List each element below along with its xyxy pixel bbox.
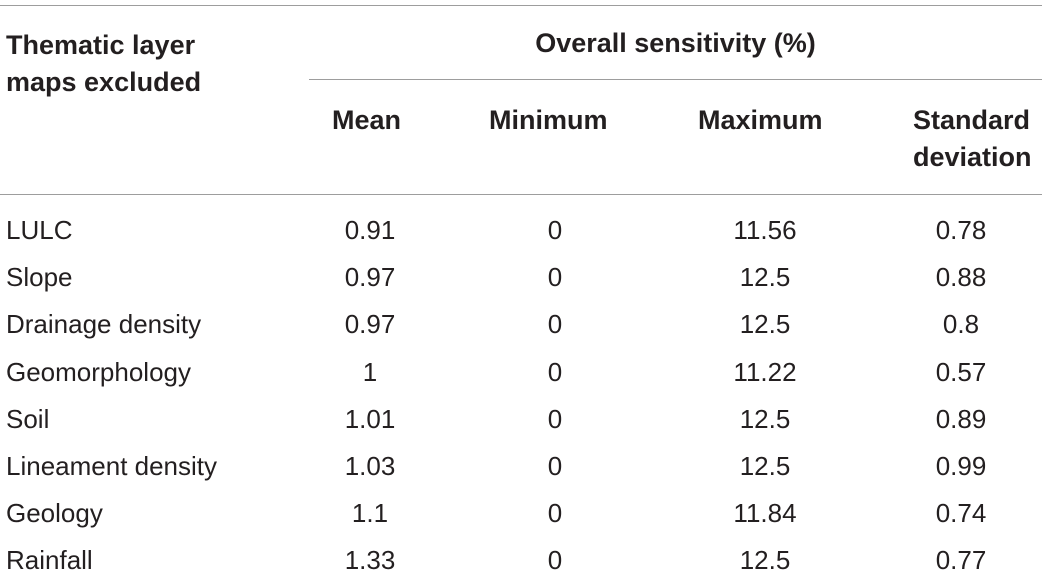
column-header-mean-text: Mean xyxy=(332,105,402,135)
column-header-maximum-text: Maximum xyxy=(698,105,823,135)
table-cell: 0.89 xyxy=(935,404,987,434)
table-cell: 0 xyxy=(547,545,563,575)
table-cell: 12.5 xyxy=(739,309,791,339)
row-label: Soil xyxy=(6,404,50,434)
table-cell: 0.88 xyxy=(935,262,987,292)
table-cell: 0.78 xyxy=(935,215,987,245)
table-cell: 12.5 xyxy=(739,545,791,575)
table-cell: 11.22 xyxy=(733,357,797,387)
table-cell: 0.97 xyxy=(344,262,396,292)
row-label: Drainage density xyxy=(6,309,202,339)
table-cell: 12.5 xyxy=(739,262,791,292)
table-cell: 12.5 xyxy=(739,404,791,434)
table-cell: 11.84 xyxy=(733,498,797,528)
column-header-sd-line-2: deviation xyxy=(913,142,1032,172)
header-bottom-rule xyxy=(0,194,1042,195)
row-label: LULC xyxy=(6,215,73,245)
table-cell: 1.1 xyxy=(351,498,389,528)
row-header: Thematic layer maps excluded xyxy=(6,27,201,101)
table-cell: 0 xyxy=(547,498,563,528)
table-cell: 11.56 xyxy=(733,215,797,245)
table-cell: 0.77 xyxy=(935,545,987,575)
column-header-minimum-text: Minimum xyxy=(489,105,608,135)
table-cell: 1 xyxy=(362,357,378,387)
table-cell: 0.74 xyxy=(935,498,987,528)
column-header-minimum: Minimum xyxy=(489,102,608,139)
table-cell: 0 xyxy=(547,357,563,387)
row-header-line-1: Thematic layer xyxy=(6,30,196,60)
table-cell: 0 xyxy=(547,309,563,339)
table-cell: 0 xyxy=(547,262,563,292)
row-label: Slope xyxy=(6,262,73,292)
table-cell: 0 xyxy=(547,451,563,481)
row-header-line-2: maps excluded xyxy=(6,67,202,97)
table-cell: 0 xyxy=(547,215,563,245)
table-cell: 12.5 xyxy=(739,451,791,481)
row-label: Lineament density xyxy=(6,451,218,481)
row-label: Geomorphology xyxy=(6,357,191,387)
column-header-mean: Mean xyxy=(332,102,401,139)
table-top-rule xyxy=(0,5,1042,6)
table-cell: 0.8 xyxy=(942,309,980,339)
column-header-maximum: Maximum xyxy=(698,102,823,139)
column-header-sd-line-1: Standard xyxy=(913,105,1031,135)
group-header-rule xyxy=(309,79,1042,80)
row-label: Rainfall xyxy=(6,545,93,575)
group-header: Overall sensitivity (%) xyxy=(535,28,816,58)
table-cell: 0.91 xyxy=(344,215,396,245)
table-cell: 0.57 xyxy=(935,357,987,387)
table-cell: 0 xyxy=(547,404,563,434)
table-cell: 0.97 xyxy=(344,309,396,339)
row-label: Geology xyxy=(6,498,103,528)
table-cell: 0.99 xyxy=(935,451,987,481)
column-header-standard-deviation: Standard deviation xyxy=(913,102,1032,176)
table-cell: 1.03 xyxy=(344,451,396,481)
table-cell: 1.33 xyxy=(344,545,396,575)
table-cell: 1.01 xyxy=(344,404,396,434)
